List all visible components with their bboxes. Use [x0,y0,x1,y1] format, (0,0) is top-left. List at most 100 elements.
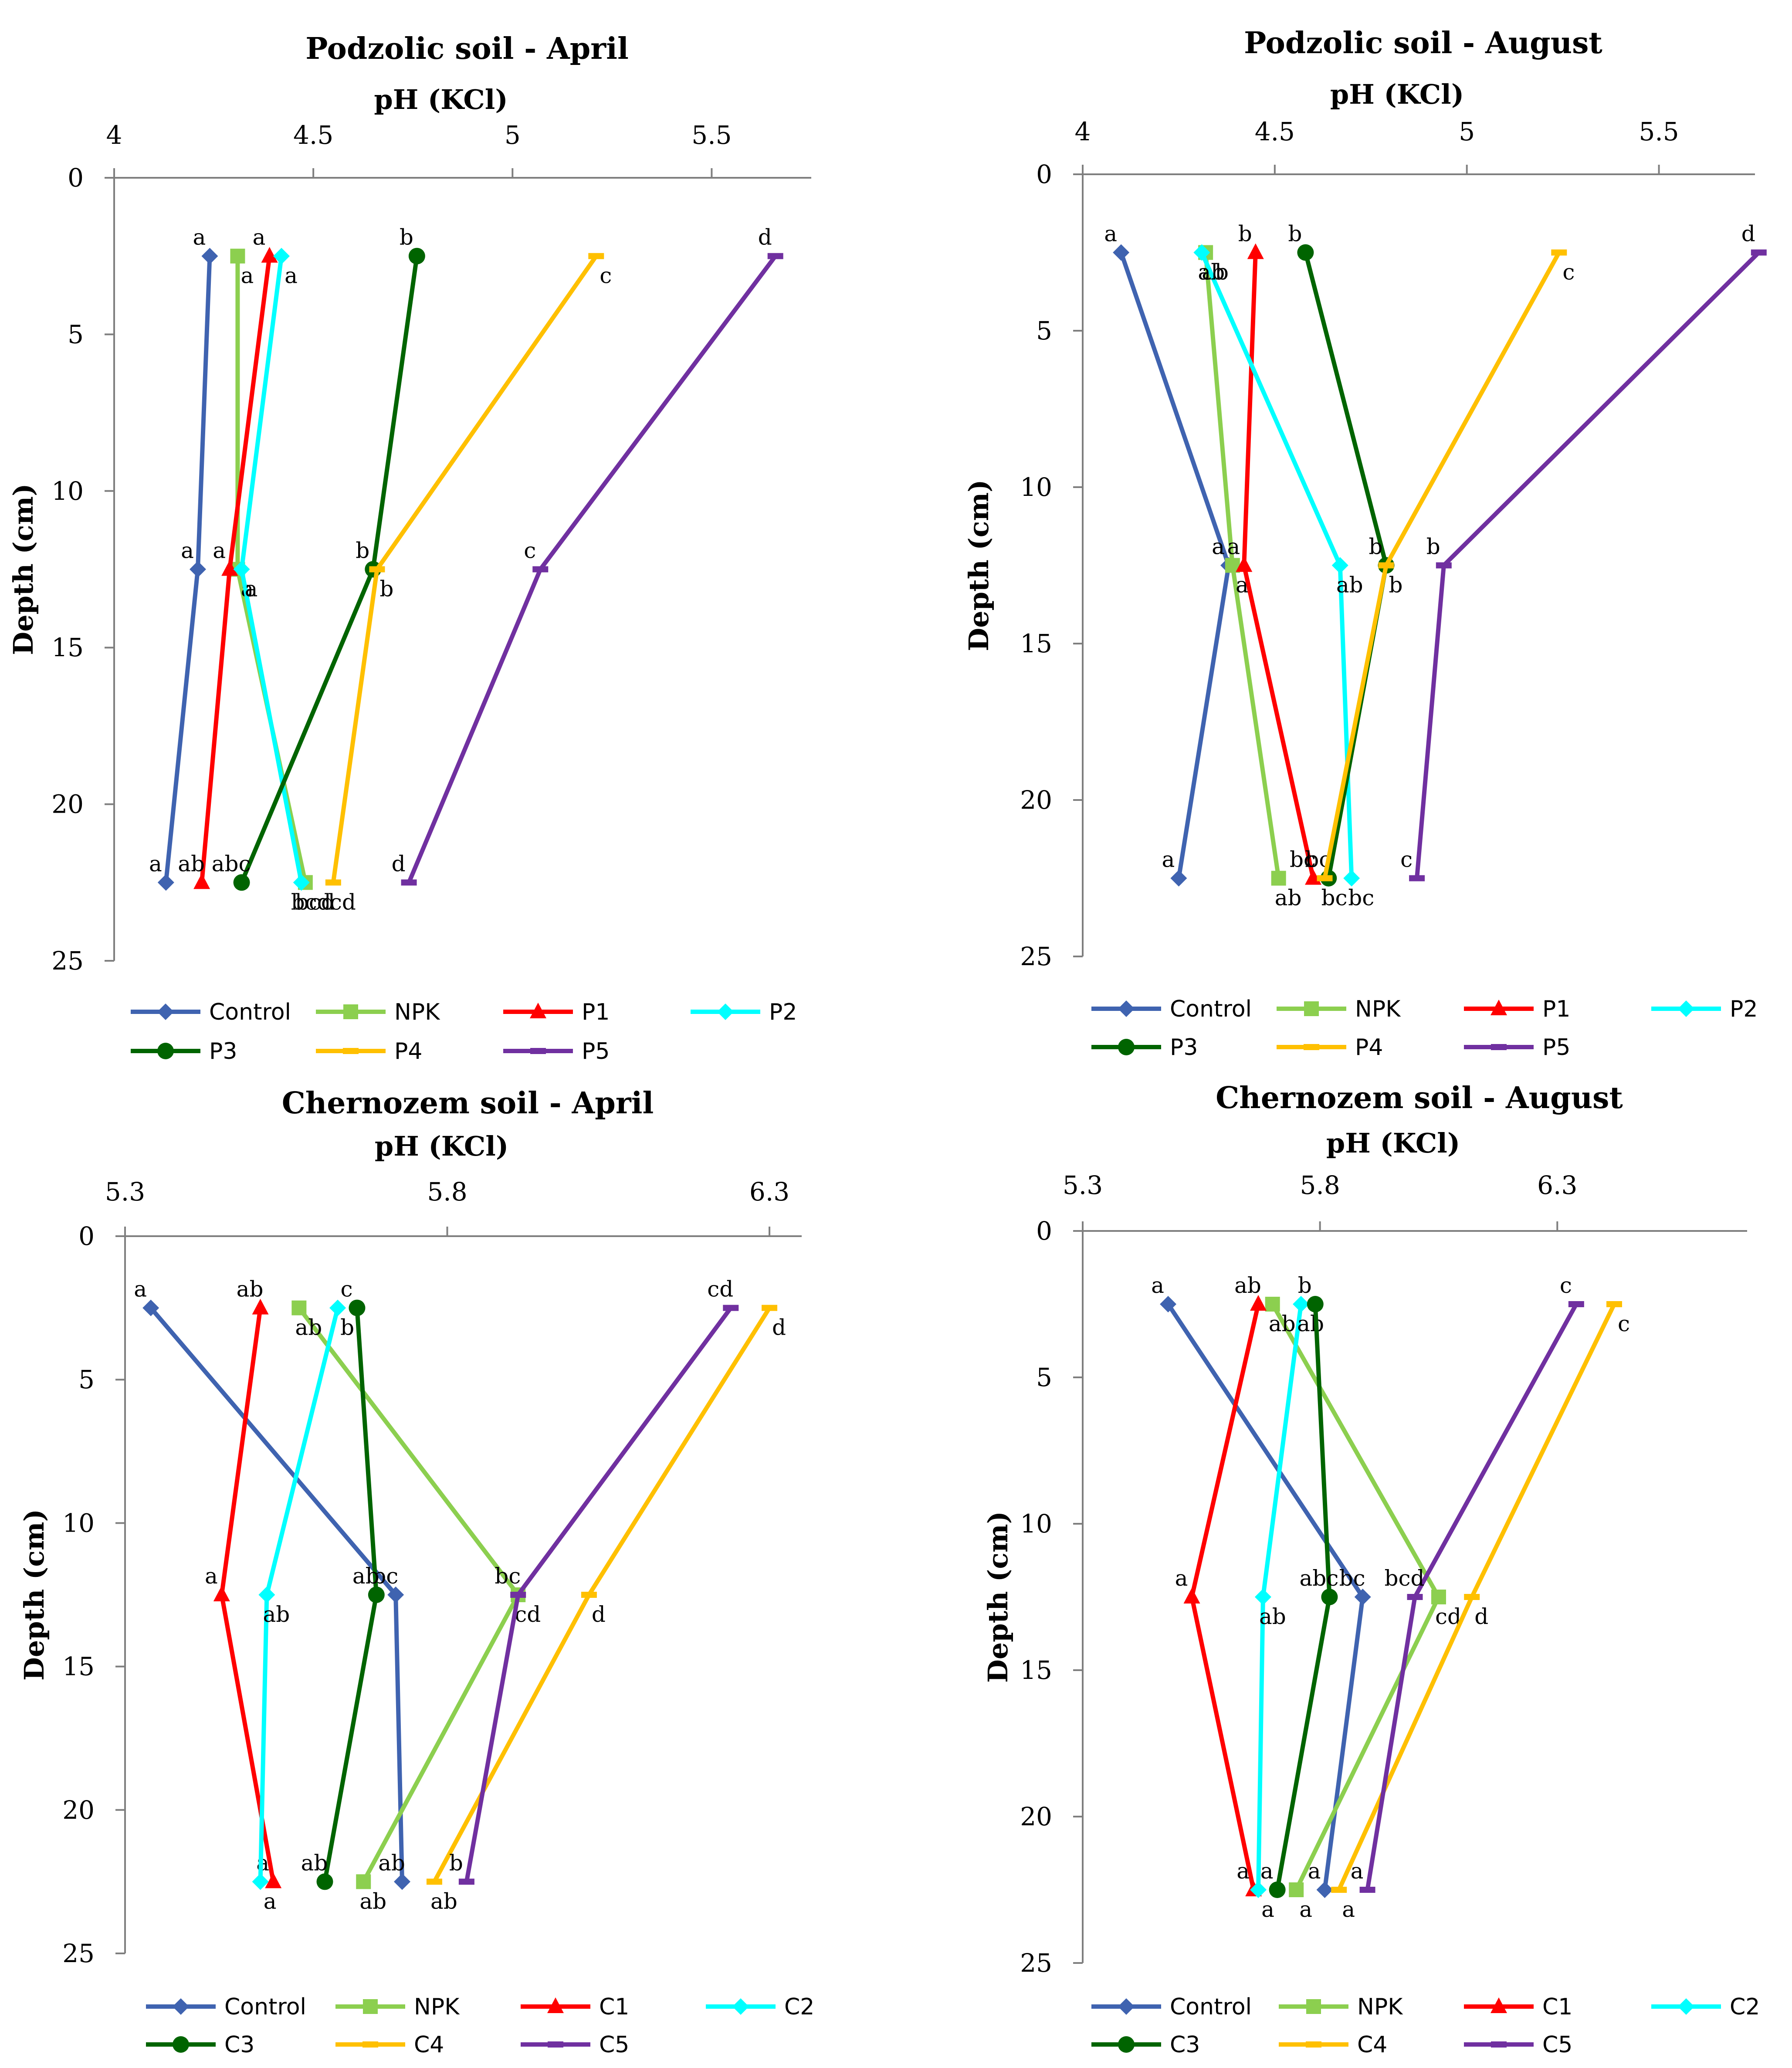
data-point-c3 [349,1299,366,1316]
data-label-c5: b [449,1850,463,1875]
data-label-control: a [193,225,206,250]
data-label-p2: bc [1348,885,1374,911]
chart-panel-3: Chernozem soil - April pH (KCl) Depth (cm)… [18,1086,814,2058]
data-point-p1 [1247,243,1264,259]
x-axis-title: pH (KCl) [1326,1127,1460,1159]
series-line-c4 [432,1306,772,1883]
data-point-p4 [369,566,385,573]
legend-label: C2 [1730,1994,1760,2020]
y-tick-label: 0 [78,1221,95,1251]
x-tick-label: 4 [106,120,122,150]
data-point-control [190,561,206,578]
legend-item-c4: C4 [335,2032,444,2058]
x-tick-label: 5.5 [691,120,732,150]
data-point-npk [1289,1882,1304,1897]
data-label-c5: c [1560,1273,1572,1298]
data-label-npk: cd [515,1602,541,1627]
data-label-control: a [1104,221,1117,247]
legend-swatch-marker [173,2036,189,2053]
legend-item-c3: C3 [1091,2032,1200,2058]
legend-label: P2 [769,999,797,1025]
data-point-p5 [1751,249,1767,256]
data-point-c1 [265,1872,282,1888]
data-point-c2 [252,1873,269,1890]
data-label-c2: ab [263,1602,290,1627]
legend-swatch-marker [732,1998,749,2015]
data-label-p5: c [1400,847,1413,872]
data-point-control [1170,870,1187,887]
data-label-control: a [134,1277,147,1302]
legend-swatch-marker [1678,1000,1694,1017]
legend-label: C4 [1357,2032,1387,2058]
data-label-npk: a [1299,1897,1312,1922]
data-point-c4 [426,1878,442,1885]
legend-label: C3 [224,2032,254,2058]
legend-label: P4 [1355,1034,1383,1061]
series-p5: d b c [1400,221,1767,881]
data-point-p1 [1236,556,1253,572]
y-tick-label: 15 [62,1652,95,1682]
legend-label: P1 [582,999,610,1025]
y-axis-title: Depth (cm) [18,1509,50,1681]
data-point-control [1316,1882,1333,1898]
legend-swatch-marker [343,1004,358,1019]
y-tick-label: 25 [1020,1948,1052,1978]
data-point-c4 [581,1592,597,1598]
y-tick-label: 0 [1036,159,1052,189]
data-label-npk: ab [295,1315,322,1340]
data-point-c5 [1359,1887,1375,1893]
data-label-npk: ab [359,1888,386,1914]
data-label-c1: ab [1234,1273,1261,1298]
data-point-c1 [213,1586,230,1601]
data-label-p1: a [253,225,266,250]
legend-swatch-marker [1491,1997,1507,2013]
data-point-control [142,1299,159,1316]
data-label-control: ab [378,1850,405,1875]
legend-label: C5 [599,2032,629,2058]
y-tick-label: 10 [51,476,84,506]
legend-item-control: Control [1091,1994,1252,2020]
x-tick-label: 5.5 [1639,117,1679,146]
y-tick-label: 5 [1036,316,1052,346]
data-point-p4 [1317,875,1333,881]
legend-item-control: Control [131,999,291,1025]
legend-label: C2 [784,1994,814,2020]
data-point-control [1113,244,1130,261]
legend-swatch-marker [1491,2041,1507,2048]
data-label-control: bc [1339,1566,1365,1591]
legend-label: P3 [1170,1034,1198,1061]
y-tick-label: 0 [68,163,84,193]
data-point-p2 [293,874,310,891]
data-label-p2: bcd [291,889,331,915]
data-label-c2: b [340,1315,354,1340]
data-label-c2: a [1261,1897,1274,1922]
x-tick-label: 5.8 [427,1177,467,1207]
y-axis-title: Depth (cm) [982,1511,1014,1683]
data-label-c1: a [1236,1858,1250,1884]
data-label-npk: bcd [295,889,335,915]
data-point-c3 [1307,1296,1324,1312]
data-label-control: a [181,538,194,563]
x-tick-label: 4.5 [293,120,333,150]
data-point-p2 [273,247,290,264]
data-label-c2: a [264,1888,277,1914]
legend-label: Control [209,999,291,1025]
data-point-c1 [1250,1295,1267,1311]
y-tick-label: 20 [1020,785,1052,815]
data-label-c4: d [772,1315,786,1340]
legend-swatch-marker [1118,2036,1135,2053]
series-c5: cd bc b [449,1277,739,1885]
legend-swatch-marker [1118,1039,1135,1055]
legend-item-p5: P5 [1464,1034,1570,1061]
data-label-c1: a [205,1563,218,1589]
data-point-p2 [1343,870,1360,887]
series-p2: a a bcd [233,247,331,915]
chart-panel-1: Podzolic soil - April pH (KCl) Depth (cm) 4… [7,31,811,1065]
y-tick-label: 15 [1020,1655,1052,1685]
data-point-p3 [233,874,250,891]
legend-swatch-marker [530,1003,546,1018]
data-label-p4: c [600,263,612,288]
x-tick-label: 6.3 [749,1177,789,1207]
